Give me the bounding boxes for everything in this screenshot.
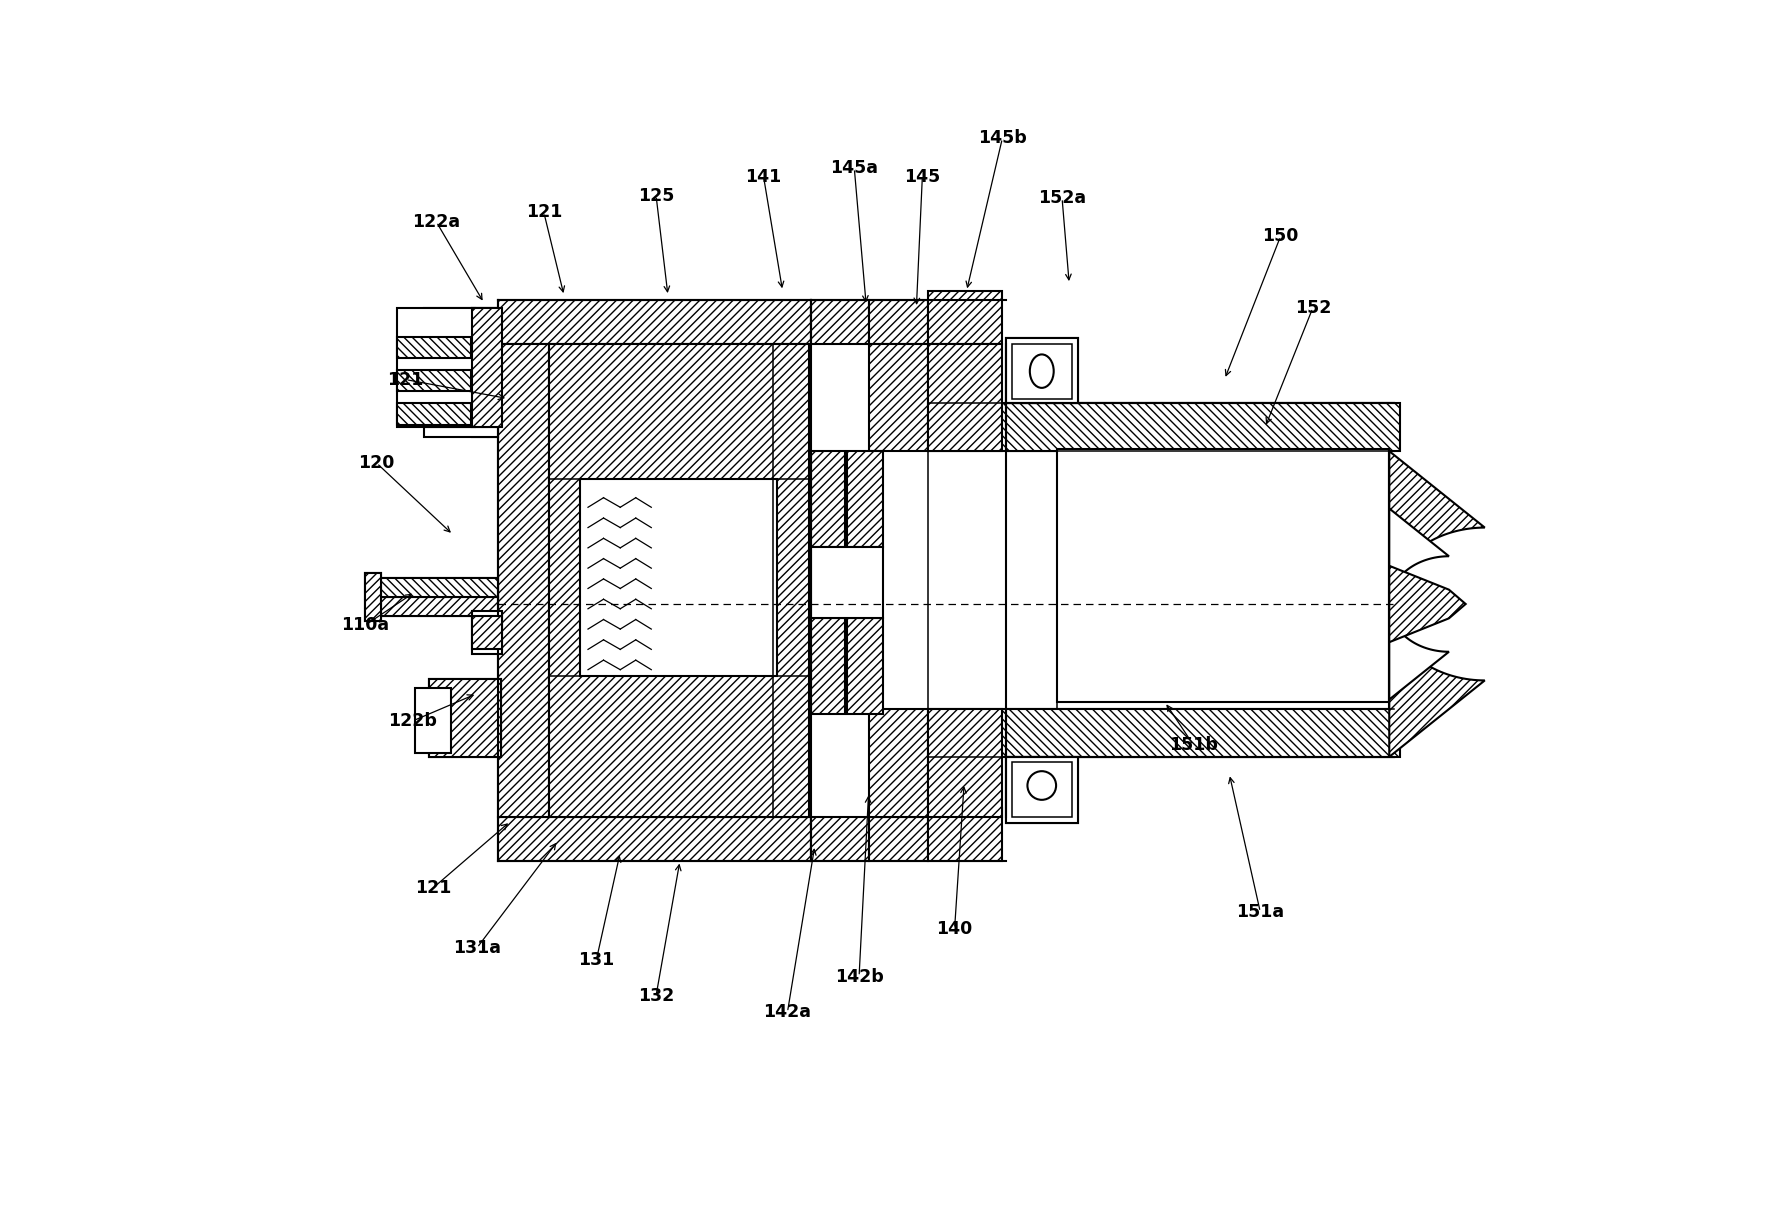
Text: 110a: 110a — [341, 616, 389, 634]
Polygon shape — [1389, 509, 1449, 699]
Bar — [812, 300, 869, 344]
Bar — [1007, 709, 1399, 757]
Text: 142a: 142a — [764, 1004, 812, 1022]
Bar — [928, 709, 1003, 817]
Bar — [377, 577, 498, 597]
Text: 122a: 122a — [412, 213, 461, 231]
Polygon shape — [1389, 451, 1485, 757]
Text: 151a: 151a — [1237, 904, 1285, 920]
Bar — [396, 370, 471, 391]
Bar — [928, 709, 1394, 757]
Bar — [428, 679, 502, 757]
Text: 131: 131 — [578, 951, 614, 969]
Bar — [848, 451, 884, 547]
Text: 132: 132 — [637, 987, 675, 1005]
Bar — [425, 308, 498, 437]
Bar — [396, 308, 475, 428]
Bar — [928, 291, 1003, 344]
Bar — [377, 597, 498, 616]
Text: 125: 125 — [637, 186, 675, 204]
Text: 141: 141 — [746, 168, 782, 186]
Bar — [928, 403, 1394, 451]
Bar — [1057, 448, 1389, 702]
Text: 152: 152 — [1294, 298, 1332, 316]
Bar — [473, 616, 502, 650]
Bar — [396, 403, 471, 425]
Text: 151b: 151b — [1169, 736, 1217, 754]
Bar — [869, 300, 928, 344]
Bar — [1007, 757, 1078, 823]
Bar — [812, 451, 844, 547]
Bar — [364, 573, 382, 621]
Bar — [364, 573, 382, 621]
Bar — [1007, 338, 1078, 403]
Bar — [1007, 403, 1399, 451]
Text: 122b: 122b — [387, 712, 437, 730]
Text: 145a: 145a — [830, 159, 878, 178]
Bar — [498, 817, 812, 861]
Bar — [869, 817, 928, 861]
Bar — [473, 308, 498, 437]
Text: 121: 121 — [387, 371, 423, 389]
Bar — [498, 300, 812, 344]
Bar — [812, 817, 869, 861]
Bar — [869, 709, 928, 817]
Bar — [498, 344, 548, 817]
Bar — [428, 679, 502, 757]
Text: 121: 121 — [525, 203, 562, 221]
Bar — [425, 384, 498, 428]
Bar — [414, 687, 450, 754]
Polygon shape — [1389, 565, 1465, 643]
Bar — [1007, 338, 1078, 403]
Text: 131a: 131a — [453, 939, 502, 957]
Bar — [473, 318, 498, 428]
Bar — [580, 478, 776, 675]
Bar — [869, 344, 928, 451]
Bar — [812, 547, 884, 618]
Bar — [812, 618, 844, 714]
Bar — [1012, 761, 1071, 817]
Bar — [377, 577, 498, 616]
Bar — [473, 611, 502, 655]
Bar — [1012, 344, 1071, 399]
Text: 150: 150 — [1262, 227, 1299, 245]
Bar — [396, 337, 471, 358]
Text: 145: 145 — [905, 168, 941, 186]
Bar — [548, 344, 809, 817]
Bar — [848, 618, 884, 714]
Bar — [928, 808, 1003, 861]
Text: 120: 120 — [359, 454, 394, 472]
Text: 140: 140 — [937, 919, 973, 937]
Text: 121: 121 — [414, 879, 452, 898]
Bar — [425, 342, 498, 384]
Text: 142b: 142b — [835, 968, 884, 986]
Text: 152a: 152a — [1039, 188, 1085, 207]
Bar — [473, 308, 502, 428]
Bar — [928, 344, 1003, 451]
Text: 145b: 145b — [978, 129, 1026, 147]
Bar — [1007, 757, 1078, 823]
